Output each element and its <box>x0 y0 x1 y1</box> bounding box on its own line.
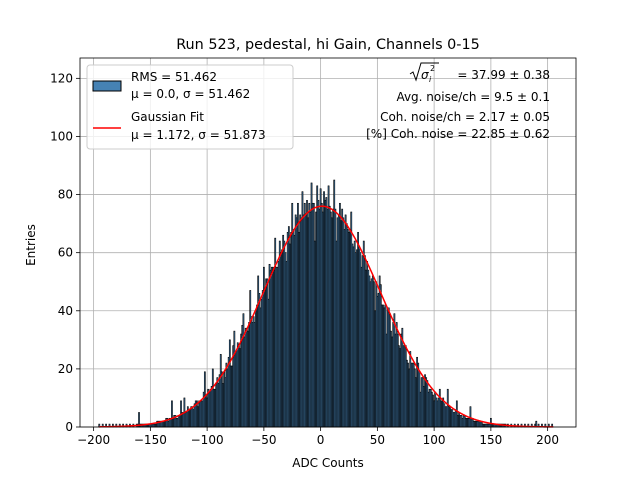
y-tick-label: 40 <box>58 304 73 318</box>
annotation-avg-noise: Avg. noise/ch = 9.5 ± 0.1 <box>396 90 550 104</box>
plot-frame <box>79 57 577 428</box>
x-axis-label: ADC Counts <box>292 456 364 470</box>
gaussian-fit <box>99 205 554 428</box>
y-tick-label: 120 <box>50 71 73 85</box>
x-tick-label: 100 <box>423 433 446 447</box>
y-axis-ticks: 0 20 40 60 80 100 120 <box>50 71 80 434</box>
y-tick-label: 20 <box>58 362 73 376</box>
noise-annotations: σ i 2 = 37.99 ± 0.38 Avg. noise/ch = 9.5… <box>366 62 550 141</box>
annotation-coh-noise: Coh. noise/ch = 2.17 ± 0.05 <box>380 110 550 124</box>
legend-fit-stats: μ = 1.172, σ = 51.873 <box>131 128 266 142</box>
sigma-subscript: i <box>429 75 432 84</box>
legend-histogram-label: RMS = 51.462 <box>131 70 217 84</box>
x-tick-label: −100 <box>191 433 224 447</box>
x-tick-label: 200 <box>536 433 559 447</box>
annotation-coh-noise-percent: [%] Coh. noise = 22.85 ± 0.62 <box>366 127 550 141</box>
y-axis-label: Entries <box>24 224 38 266</box>
axes <box>79 57 577 428</box>
legend: RMS = 51.462 μ = 0.0, σ = 51.462 Gaussia… <box>86 64 294 150</box>
x-tick-label: 150 <box>479 433 502 447</box>
legend-frame <box>86 64 294 150</box>
x-axis-ticks: −200 −150 −100 −50 0 50 100 150 200 <box>77 427 559 447</box>
y-tick-label: 60 <box>58 246 73 260</box>
x-tick-label: 0 <box>317 433 325 447</box>
sigma-value: = 37.99 ± 0.38 <box>457 68 550 82</box>
x-tick-label: −200 <box>77 433 110 447</box>
histogram-bars <box>98 179 554 428</box>
x-tick-label: −50 <box>251 433 276 447</box>
y-tick-label: 80 <box>58 188 73 202</box>
legend-histogram-stats: μ = 0.0, σ = 51.462 <box>131 87 250 101</box>
y-tick-label: 100 <box>50 129 73 143</box>
sigma-superscript: 2 <box>430 64 435 73</box>
annotation-sigma-squared: σ i 2 = 37.99 ± 0.38 <box>409 62 550 84</box>
sigma-symbol: σ <box>421 68 429 82</box>
legend-fit-label: Gaussian Fit <box>131 110 204 124</box>
x-tick-label: −150 <box>134 433 167 447</box>
x-tick-label: 50 <box>370 433 385 447</box>
legend-histogram-swatch <box>92 80 122 92</box>
chart-title: Run 523, pedestal, hi Gain, Channels 0-1… <box>176 37 480 53</box>
gaussian-fit-line <box>99 205 554 428</box>
sqrt-sign <box>409 62 439 82</box>
y-tick-label: 0 <box>65 420 73 434</box>
